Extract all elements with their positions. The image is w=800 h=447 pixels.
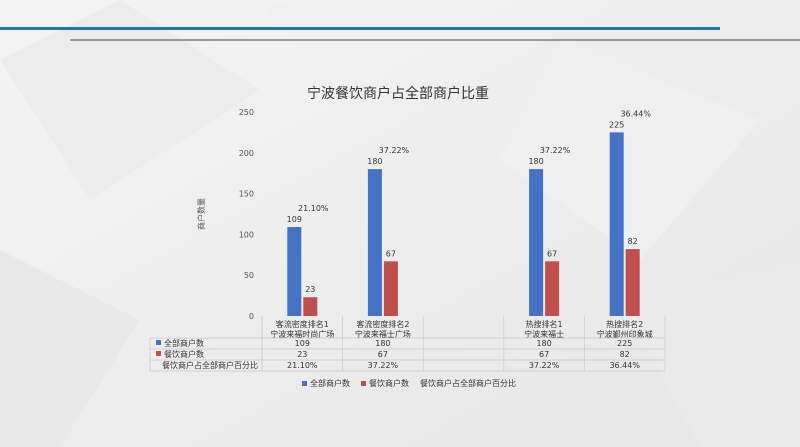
table-cell: 67 [378,350,388,359]
data-label: 67 [386,249,396,258]
top-gray-rule [70,39,800,41]
table-cell: 37.22% [368,361,399,370]
data-label: 109 [287,215,302,224]
table-cell: 225 [617,339,632,348]
legend: 全部商户数 餐饮商户数 餐饮商户占全部商户百分比 [302,378,516,388]
bar [545,261,560,316]
table-row-label: 餐饮商户占全部商户百分比 [162,360,258,370]
top-blue-rule [0,27,720,30]
data-label: 82 [628,237,638,246]
bar [367,169,382,316]
bar [609,132,624,316]
category-label: 宁波来福时尚广场 [270,329,334,339]
bar [303,297,318,316]
category-label: 热搜排名1 [526,319,563,329]
data-label: 180 [367,157,382,166]
table-cell: 37.22% [529,361,560,370]
y-tick-label: 100 [239,230,254,239]
table-row-label: 餐饮商户数 [164,349,204,359]
category-label: 宁波来福士广场 [355,329,411,339]
y-tick-label: 250 [239,108,254,117]
table-legend-key [156,340,161,345]
legend-label: 餐饮商户数 [369,378,409,388]
table-row-label: 全部商户数 [164,338,204,348]
data-label: 180 [528,157,543,166]
bar [625,249,640,316]
ratio-label: 21.10% [298,204,329,213]
y-axis: 0 50 100 150 200 250 [239,108,254,321]
ratio-label: 36.44% [620,109,651,118]
bar [287,227,302,316]
table-cell: 23 [297,350,307,359]
table-cell: 67 [539,350,549,359]
bar [383,261,398,316]
table-cell: 36.44% [609,361,640,370]
y-tick-label: 150 [239,190,254,199]
legend-key [302,381,307,386]
y-tick-label: 200 [239,149,254,158]
table-cell: 109 [295,339,310,348]
table-legend-key [156,351,161,356]
legend-label: 全部商户数 [310,378,350,388]
table-cell: 180 [375,339,390,348]
category-label: 宁波鄞州印象城 [597,329,653,339]
category-label: 客流密度排名1 [276,319,329,329]
table-cell: 82 [620,350,630,359]
table-cell: 21.10% [287,361,318,370]
ratio-label: 37.22% [540,146,571,155]
table-cell: 180 [536,339,551,348]
legend-label: 餐饮商户占全部商户百分比 [420,378,516,388]
ratio-label: 37.22% [379,146,410,155]
y-tick-label: 50 [244,271,254,280]
y-tick-label: 0 [249,312,254,321]
data-label: 225 [609,120,624,129]
legend-key [361,381,366,386]
data-label: 23 [305,285,315,294]
category-label: 宁波来福士 [524,329,564,339]
y-axis-label: 商户数量 [196,198,206,230]
chart-title: 宁波餐饮商户占全部商户比重 [307,85,489,102]
data-table: 全部商户数 109 180 180 225 餐饮商户数 23 67 67 82 餐饮商户占全部商户百… [149,316,666,372]
bar [529,169,544,316]
category-label: 热搜排名2 [606,319,643,329]
data-label: 67 [547,249,557,258]
category-label: 客流密度排名2 [356,319,409,329]
